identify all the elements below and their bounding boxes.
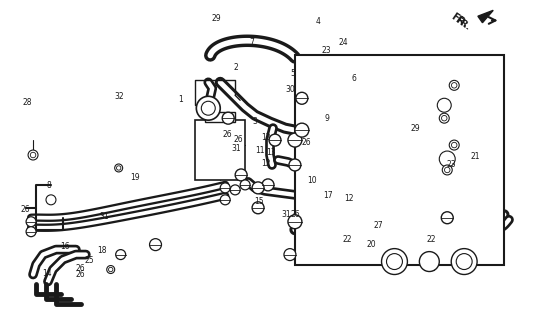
Text: 26: 26 (223, 130, 232, 139)
Circle shape (230, 185, 240, 195)
Polygon shape (478, 10, 493, 23)
Text: 12: 12 (344, 194, 353, 204)
Text: 29: 29 (212, 14, 221, 23)
Text: 20: 20 (366, 240, 376, 249)
Circle shape (108, 267, 113, 272)
Text: 8: 8 (46, 181, 51, 190)
Circle shape (443, 165, 452, 175)
Circle shape (107, 266, 115, 274)
Text: FR.: FR. (453, 15, 472, 32)
Text: 5: 5 (290, 69, 295, 78)
Text: 26: 26 (21, 205, 31, 214)
Circle shape (439, 151, 455, 167)
Text: 12: 12 (261, 133, 271, 142)
Circle shape (449, 140, 459, 150)
Text: 19: 19 (130, 173, 139, 182)
Circle shape (46, 195, 56, 205)
Circle shape (201, 101, 216, 115)
Circle shape (284, 249, 296, 260)
Text: 26: 26 (75, 264, 85, 274)
Circle shape (240, 180, 250, 190)
Circle shape (289, 159, 301, 171)
Circle shape (381, 249, 408, 275)
Circle shape (420, 252, 439, 271)
Circle shape (262, 179, 274, 191)
Text: 25: 25 (85, 257, 94, 266)
Circle shape (30, 152, 36, 158)
Text: 4: 4 (316, 17, 321, 26)
Text: 26: 26 (75, 269, 85, 279)
Text: 22: 22 (343, 235, 352, 244)
Text: 23: 23 (446, 160, 456, 169)
Circle shape (196, 96, 220, 120)
Circle shape (451, 142, 457, 148)
Circle shape (235, 169, 247, 181)
Circle shape (115, 250, 126, 260)
Circle shape (115, 164, 123, 172)
Text: 11: 11 (255, 146, 265, 155)
Text: 28: 28 (22, 98, 32, 107)
Circle shape (220, 195, 230, 205)
Circle shape (252, 182, 264, 194)
Circle shape (220, 183, 230, 193)
Text: 31: 31 (231, 144, 241, 153)
Circle shape (439, 113, 449, 123)
Text: 6: 6 (352, 74, 357, 83)
Circle shape (269, 134, 281, 146)
Circle shape (437, 98, 451, 112)
Circle shape (296, 92, 308, 104)
Text: 9: 9 (324, 114, 329, 123)
Circle shape (445, 167, 450, 173)
Text: 2: 2 (233, 63, 238, 72)
Circle shape (449, 80, 459, 90)
Text: 10: 10 (307, 176, 316, 185)
Text: FR.: FR. (449, 11, 469, 30)
Circle shape (26, 227, 36, 237)
Text: 26: 26 (290, 210, 300, 219)
Circle shape (26, 217, 36, 227)
Text: 22: 22 (427, 235, 436, 244)
Circle shape (252, 202, 264, 214)
Text: 16: 16 (61, 242, 70, 251)
Text: 32: 32 (114, 92, 124, 101)
Text: 15: 15 (254, 197, 264, 206)
Circle shape (441, 212, 453, 224)
Bar (195, 120, 245, 180)
Text: 14: 14 (43, 268, 53, 278)
Text: 31: 31 (100, 212, 109, 221)
Text: 23: 23 (322, 45, 331, 55)
Circle shape (117, 166, 121, 170)
Text: 24: 24 (339, 38, 348, 47)
Text: 26: 26 (233, 135, 243, 144)
Text: 26: 26 (301, 138, 311, 147)
Circle shape (295, 123, 309, 137)
Circle shape (456, 253, 472, 269)
Circle shape (451, 249, 477, 275)
Text: 3: 3 (252, 117, 257, 126)
Circle shape (288, 215, 302, 229)
Bar (205, 112, 235, 122)
Bar (295, 55, 504, 265)
Circle shape (441, 116, 447, 121)
Circle shape (28, 150, 38, 160)
Text: 17: 17 (323, 190, 333, 200)
Circle shape (387, 253, 403, 269)
Circle shape (288, 133, 302, 147)
Text: 1: 1 (178, 95, 183, 104)
Circle shape (149, 239, 161, 251)
Text: 7: 7 (249, 38, 254, 47)
Text: 30: 30 (285, 85, 295, 94)
Circle shape (451, 83, 457, 88)
Text: 12: 12 (261, 159, 271, 168)
Text: 21: 21 (470, 152, 480, 161)
Text: 13: 13 (266, 148, 276, 156)
Text: 18: 18 (97, 246, 107, 255)
Text: 27: 27 (374, 221, 383, 230)
Circle shape (222, 112, 234, 124)
Text: 31: 31 (281, 210, 291, 219)
Text: 29: 29 (410, 124, 420, 132)
